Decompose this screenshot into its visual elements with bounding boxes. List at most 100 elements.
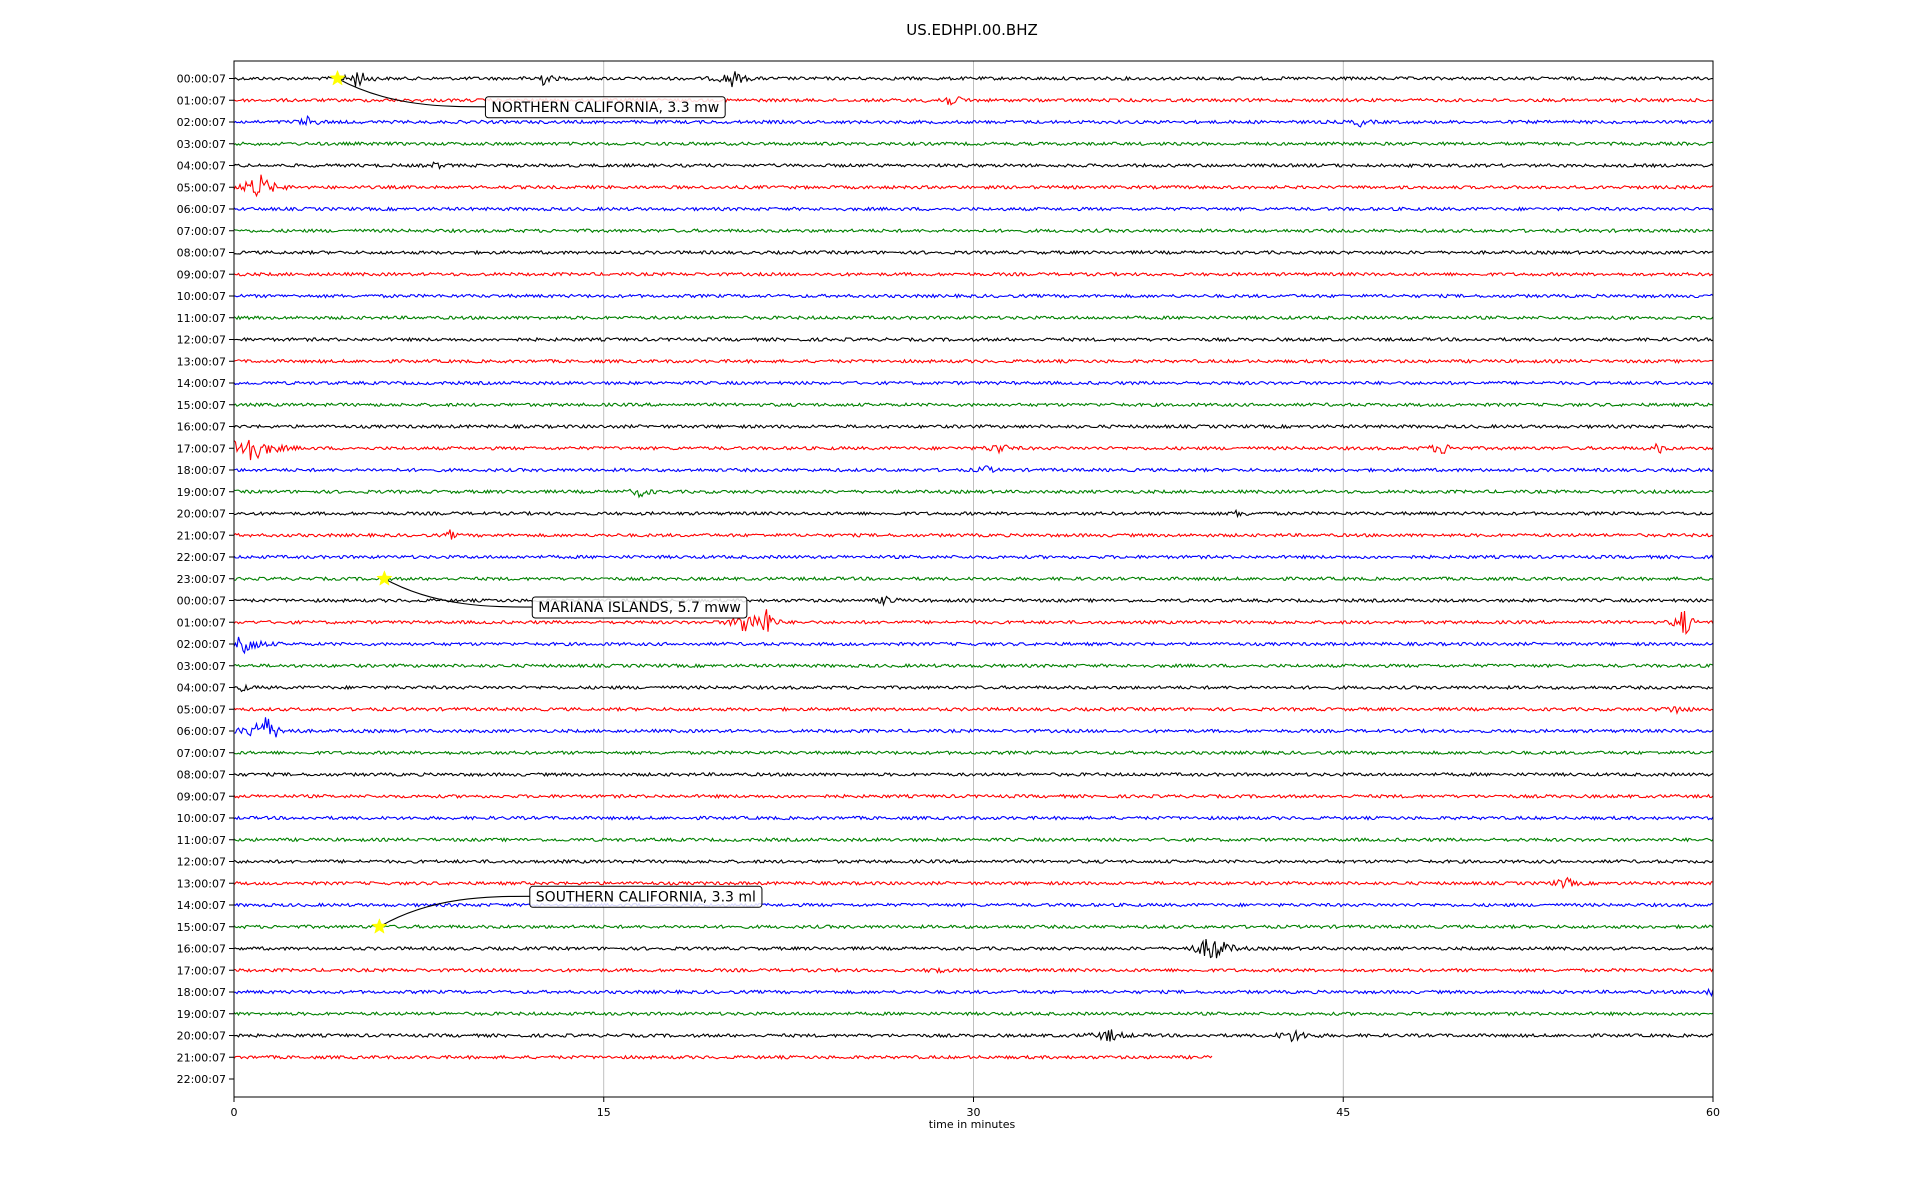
- trace-line: [233, 554, 1714, 560]
- trace-line: [233, 793, 1714, 800]
- trace-line: [233, 423, 1714, 430]
- trace-line: [233, 1010, 1714, 1017]
- annotation-connector: [337, 78, 486, 108]
- y-tick-label: 12:00:07: [177, 334, 226, 347]
- y-tick-label: 04:00:07: [177, 160, 226, 173]
- event-star-marker: [376, 570, 393, 586]
- trace-line: [233, 576, 1714, 582]
- event-label: SOUTHERN CALIFORNIA, 3.3 ml: [536, 889, 756, 905]
- trace-line: [233, 315, 1714, 321]
- trace-line: [233, 96, 1714, 106]
- y-tick-label: 04:00:07: [177, 682, 226, 695]
- trace-line: [233, 771, 1714, 778]
- trace-line: [233, 706, 1714, 716]
- y-tick-label: 16:00:07: [177, 421, 226, 434]
- y-tick-label: 08:00:07: [177, 247, 226, 260]
- annotation-connector: [379, 895, 530, 928]
- trace-line: [233, 488, 1714, 499]
- y-tick-label: 18:00:07: [177, 986, 226, 999]
- trace-line: [233, 609, 1714, 635]
- y-tick-label: 11:00:07: [177, 834, 226, 847]
- y-tick-label: 00:00:07: [177, 595, 226, 608]
- y-tick-label: 02:00:07: [177, 116, 226, 129]
- trace-line: [233, 336, 1714, 343]
- y-tick-label: 08:00:07: [177, 769, 226, 782]
- trace-line: [233, 815, 1714, 821]
- trace-line: [233, 966, 1714, 974]
- trace-line: [233, 750, 1714, 756]
- y-tick-label: 10:00:07: [177, 812, 226, 825]
- y-tick-label: 19:00:07: [177, 486, 226, 499]
- x-tick-label: 60: [1706, 1106, 1720, 1119]
- y-tick-label: 15:00:07: [177, 921, 226, 934]
- y-tick-label: 21:00:07: [177, 529, 226, 542]
- trace-line: [233, 1054, 1213, 1061]
- y-tick-label: 05:00:07: [177, 181, 226, 194]
- trace-line: [233, 939, 1714, 959]
- trace-line: [233, 529, 1714, 540]
- trace-line: [233, 636, 1714, 655]
- trace-line: [233, 293, 1714, 299]
- y-tick-label: 09:00:07: [177, 268, 226, 281]
- annotation-connector: [384, 578, 533, 608]
- trace-line: [233, 876, 1714, 890]
- y-tick-label: 22:00:07: [177, 551, 226, 564]
- y-tick-label: 11:00:07: [177, 312, 226, 325]
- x-tick-label: 15: [597, 1106, 611, 1119]
- y-tick-label: 13:00:07: [177, 355, 226, 368]
- annotation-group: NORTHERN CALIFORNIA, 3.3 mw MARIANA ISLAN…: [329, 69, 763, 934]
- y-tick-label: 06:00:07: [177, 203, 226, 216]
- y-tick-label: 22:00:07: [177, 1073, 226, 1086]
- trace-line: [233, 1029, 1714, 1043]
- y-tick-label: 23:00:07: [177, 573, 226, 586]
- y-tick-label: 16:00:07: [177, 943, 226, 956]
- y-tick-label: 01:00:07: [177, 616, 226, 629]
- y-tick-label: 14:00:07: [177, 377, 226, 390]
- x-tick-label: 45: [1336, 1106, 1350, 1119]
- trace-line: [233, 227, 1714, 234]
- trace-line: [233, 508, 1714, 519]
- trace-line: [233, 161, 1714, 171]
- event-star-marker: [329, 69, 346, 86]
- y-tick-label: 17:00:07: [177, 442, 226, 455]
- trace-line: [233, 439, 1714, 461]
- trace-line: [233, 465, 1714, 474]
- trace-line: [233, 683, 1714, 693]
- y-tick-label: 14:00:07: [177, 899, 226, 912]
- y-tick-label: 21:00:07: [177, 1051, 226, 1064]
- x-axis: 0 15 30 45 60: [231, 1097, 1720, 1119]
- trace-line: [233, 595, 1714, 607]
- trace-line: [233, 663, 1714, 669]
- trace-line: [233, 71, 1713, 88]
- event-annotation: SOUTHERN CALIFORNIA, 3.3 ml: [371, 885, 763, 934]
- trace-line: [233, 174, 1714, 198]
- y-tick-label: 12:00:07: [177, 856, 226, 869]
- trace-line: [233, 206, 1714, 212]
- trace-line: [233, 141, 1714, 147]
- y-tick-label: 17:00:07: [177, 964, 226, 977]
- y-tick-label: 05:00:07: [177, 703, 226, 716]
- trace-line: [233, 858, 1714, 865]
- y-axis: 00:00:07 01:00:07 02:00:07 03:00:07 04:00:07…: [177, 73, 234, 1086]
- trace-line: [233, 358, 1714, 365]
- event-label: MARIANA ISLANDS, 5.7 mww: [538, 600, 741, 616]
- trace-line: [233, 836, 1714, 843]
- trace-line: [234, 717, 1714, 738]
- trace-line: [233, 271, 1714, 277]
- trace-line: [233, 902, 1714, 908]
- y-tick-label: 18:00:07: [177, 464, 226, 477]
- y-tick-label: 19:00:07: [177, 1008, 226, 1021]
- x-tick-label: 30: [967, 1106, 981, 1119]
- trace-line: [233, 249, 1714, 256]
- x-tick-label: 0: [231, 1106, 238, 1119]
- event-label: NORTHERN CALIFORNIA, 3.3 mw: [491, 100, 719, 116]
- y-tick-label: 07:00:07: [177, 747, 226, 760]
- chart-title: US.EDHPI.00.BHZ: [906, 21, 1038, 39]
- event-star-marker: [371, 918, 388, 934]
- y-tick-label: 00:00:07: [177, 73, 226, 86]
- x-axis-label: time in minutes: [929, 1118, 1016, 1131]
- trace-line: [233, 402, 1714, 408]
- y-tick-label: 06:00:07: [177, 725, 226, 738]
- y-tick-label: 09:00:07: [177, 790, 226, 803]
